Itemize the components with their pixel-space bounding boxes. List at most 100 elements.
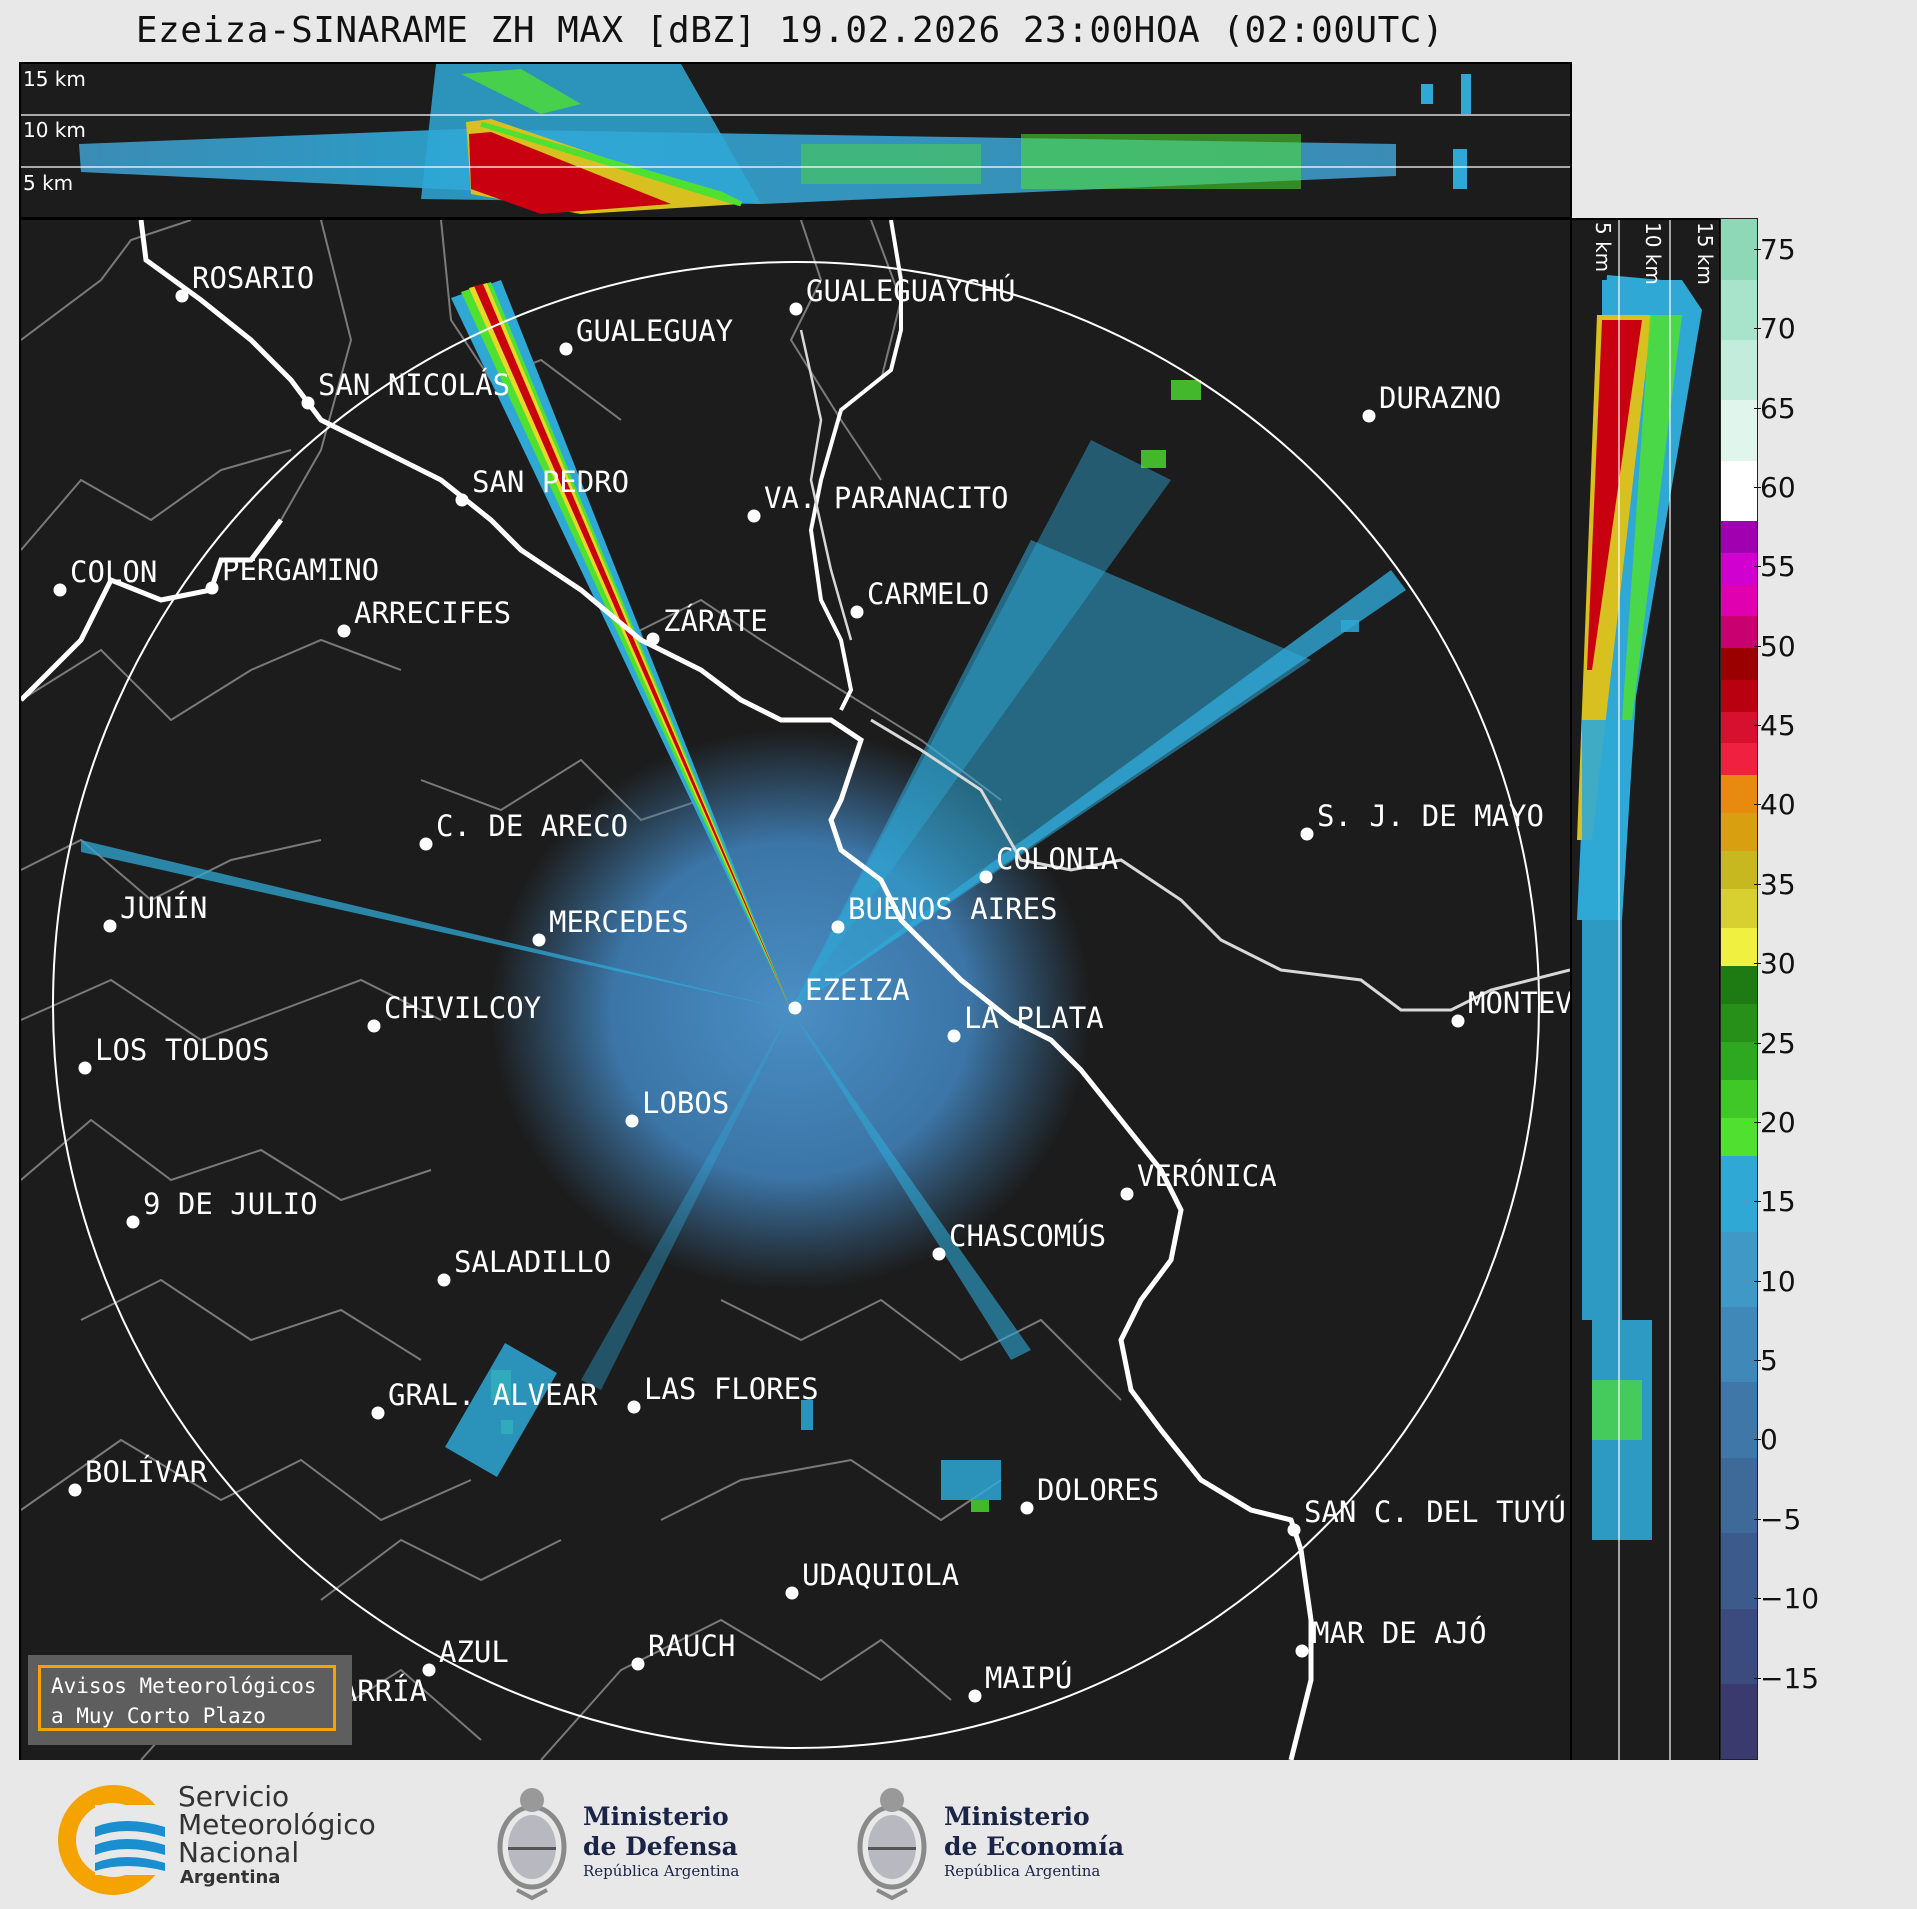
colorbar-tick-label: 0 [1754, 1423, 1778, 1457]
city-label: MERCEDES [549, 905, 689, 939]
colorbar-tick-label: 10 [1754, 1264, 1796, 1298]
city-marker [1287, 1523, 1301, 1537]
city-marker [789, 302, 803, 316]
city-label: S. J. DE MAYO [1317, 799, 1544, 833]
side-cross-section-panel: 5 km 10 km 15 km [1570, 218, 1721, 1762]
city-marker [1362, 409, 1376, 423]
echo-band [1622, 315, 1682, 720]
city-marker [455, 493, 469, 507]
colorbar-segment [1721, 1155, 1757, 1232]
city-marker [627, 1400, 641, 1414]
colorbar-segment [1721, 927, 1757, 966]
river-border [21, 518, 283, 702]
colorbar-tick-label: −5 [1753, 1502, 1802, 1536]
colorbar-segment [1721, 1683, 1757, 1760]
smn-logo-text: Servicio Meteorológico Nacional Argentin… [178, 1783, 376, 1889]
city-label: GUALEGUAY [576, 314, 733, 348]
river-uruguay [808, 220, 903, 711]
colorbar-segment [1721, 460, 1757, 522]
echo-strong-ray [461, 282, 791, 1010]
defensa-line: Ministerio [583, 1802, 729, 1831]
echo-ray [581, 1010, 791, 1390]
height-label: 15 km [1693, 222, 1717, 285]
main-radar-map: ROSARIO GUALEGUAYCHÚ GUALEGUAY SAN NICOLÁS D… [19, 218, 1572, 1762]
smn-line: Meteorológico [178, 1808, 376, 1841]
city-label: MAIPÚ [985, 1661, 1072, 1695]
coastline-uruguay [870, 718, 1570, 1012]
colorbar-segment [1721, 1003, 1757, 1042]
city-label: SAN NICOLÁS [318, 368, 510, 402]
radar-map-svg: ROSARIO GUALEGUAYCHÚ GUALEGUAY SAN NICOLÁS D… [21, 220, 1570, 1760]
city-marker [78, 1061, 92, 1075]
city-label: ZÁRATE [663, 604, 768, 638]
defensa-line: de Defensa [583, 1832, 738, 1861]
city-marker [68, 1483, 82, 1497]
city-label: SAN PEDRO [472, 465, 629, 499]
echo-band [1582, 720, 1622, 1320]
height-label: 5 km [1591, 222, 1615, 272]
aviso-box[interactable]: Avisos Meteorológicos a Muy Corto Plazo [28, 1655, 352, 1745]
footer-logos: Servicio Meteorológico Nacional Argentin… [0, 1760, 1917, 1909]
top-cross-section-plot: 15 km 10 km 5 km [21, 64, 1570, 214]
echo-band [801, 144, 981, 184]
colorbar-tick-label: 55 [1754, 550, 1796, 584]
colorbar-segment [1721, 888, 1757, 928]
echo-band [1592, 1380, 1642, 1440]
colorbar-segment [1721, 219, 1757, 280]
colorbar-tick-label: 40 [1754, 788, 1796, 822]
colorbar-tick-label: 5 [1754, 1344, 1778, 1378]
city-marker [53, 583, 67, 597]
city-marker [932, 1247, 946, 1261]
colorbar-tick-label: −10 [1753, 1582, 1820, 1616]
city-marker [947, 1029, 961, 1043]
city-label: BOLÍVAR [85, 1455, 208, 1489]
colorbar-segment [1721, 850, 1757, 890]
city-marker [437, 1273, 451, 1287]
echo-band [1021, 134, 1301, 189]
dbz-colorbar [1720, 218, 1758, 1760]
city-marker [1120, 1187, 1134, 1201]
colorbar-tick-label: 70 [1754, 312, 1796, 346]
defensa-line: República Argentina [583, 1862, 740, 1880]
smn-logo-icon [58, 1785, 173, 1895]
city-label: COLONIA [996, 842, 1118, 876]
smn-line: Nacional [178, 1836, 300, 1869]
colorbar-segment [1721, 774, 1757, 814]
colorbar-tick-label: −15 [1753, 1661, 1820, 1695]
city-label: RAUCH [648, 1629, 735, 1663]
colorbar-tick-label: 20 [1754, 1105, 1796, 1139]
city-label: JUNÍN [120, 891, 207, 925]
smn-line: Argentina [180, 1867, 281, 1888]
colorbar-segment [1721, 1117, 1757, 1157]
city-label: SAN C. DEL TUYÚ [1304, 1495, 1566, 1529]
escudo-economia-icon [857, 1788, 927, 1901]
city-label: ARRECIFES [354, 596, 511, 630]
river-branch [799, 329, 853, 641]
city-marker [559, 342, 573, 356]
echo-cells [445, 620, 1359, 1500]
colorbar-segment [1721, 584, 1757, 617]
escudo-defensa-icon [497, 1788, 567, 1901]
city-marker [301, 396, 315, 410]
colorbar-tick-label: 60 [1754, 470, 1796, 504]
city-label: LAS FLORES [644, 1372, 819, 1406]
city-marker [1300, 827, 1314, 841]
echo-strong-ray [469, 283, 791, 1010]
range-ring [52, 261, 1540, 1749]
echo-band [1587, 320, 1642, 670]
city-label: AZUL [439, 1635, 509, 1669]
city-marker [126, 1215, 140, 1229]
economia-line: Ministerio [944, 1802, 1090, 1831]
colorbar-segment [1721, 679, 1757, 712]
city-marker [337, 624, 351, 638]
economia-logo-text: Ministerio de Economía República Argenti… [944, 1802, 1124, 1880]
colorbar-tick-label: 65 [1754, 391, 1796, 425]
colorbar-tick-label: 75 [1754, 232, 1796, 266]
height-label: 15 km [23, 67, 86, 91]
aviso-link[interactable]: Avisos Meteorológicos a Muy Corto Plazo [38, 1665, 336, 1731]
city-label: EZEIZA [805, 973, 910, 1007]
top-cross-section-panel: 15 km 10 km 5 km [19, 62, 1572, 219]
echo-band [469, 132, 671, 214]
colorbar-segment [1721, 647, 1757, 680]
echo-strong-ray [474, 284, 791, 1010]
